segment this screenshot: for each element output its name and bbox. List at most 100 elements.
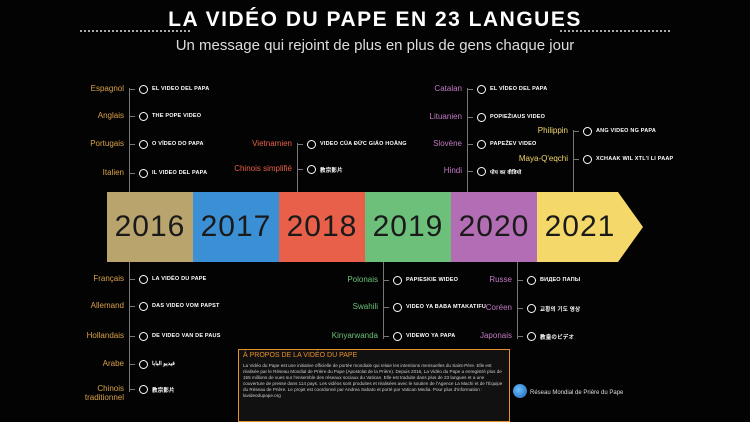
- connector-line: [129, 262, 130, 392]
- logo-text: O VÍDEO DO PAPA: [152, 141, 204, 147]
- connector-line: [517, 262, 518, 339]
- language-label: Allemand: [90, 301, 124, 310]
- connector-line: [467, 88, 468, 192]
- logo-icon: [139, 332, 148, 341]
- language-label: Kinyarwanda: [331, 331, 378, 340]
- logo-icon: [393, 303, 402, 312]
- logo-text: EL VIDEO DEL PAPA: [152, 86, 210, 92]
- title: LA VIDÉO DU PAPE EN 23 LANGUES: [168, 8, 582, 31]
- connector-tick: [517, 280, 523, 281]
- connector-line: [297, 143, 298, 192]
- logo-icon: [139, 360, 148, 369]
- logo-icon: [139, 85, 148, 94]
- year-label: 2020: [458, 210, 530, 243]
- logo-icon: [527, 304, 536, 313]
- logo-text: DAS VIDEO VOM PAPST: [152, 303, 220, 309]
- logo-icon: [527, 332, 536, 341]
- connector-tick: [467, 144, 473, 145]
- logo-icon: [477, 140, 486, 149]
- subtitle: Un message qui rejoint de plus en plus d…: [175, 37, 575, 54]
- logo-icon: [307, 165, 316, 174]
- logo-text: VIDEO CỦA ĐỨC GIÁO HOÀNG: [320, 141, 407, 147]
- logo-text: 教皇のビデオ: [540, 335, 575, 341]
- about-title: À PROPOS DE LA VIDÉO DU PAPE: [243, 352, 358, 359]
- logo-text: LA VIDÉO DU PAPE: [152, 276, 207, 282]
- connector-tick: [129, 306, 135, 307]
- year-label: 2018: [286, 210, 358, 243]
- logo-text: POPIEŽIAUS VIDEO: [490, 114, 546, 120]
- logo-text: 教宗影片: [152, 388, 175, 394]
- language-label: Arabe: [102, 359, 124, 368]
- connector-tick: [129, 364, 135, 365]
- logo-text: 교황의 기도 영상: [540, 307, 581, 313]
- logo-text: PAPIESKIE WIDEO: [406, 277, 459, 283]
- language-label: Philippin: [537, 126, 568, 135]
- language-label: Catalan: [434, 84, 462, 93]
- logo-icon: [477, 113, 486, 122]
- connector-tick: [467, 117, 473, 118]
- logo-text: ВИДЕО ПАПЫ: [540, 277, 581, 283]
- logo-text: ANG VIDEO NG PAPA: [596, 128, 657, 134]
- connector-tick: [129, 279, 135, 280]
- connector-tick: [383, 336, 389, 337]
- logo-text: PAPEŽEV VIDEO: [490, 141, 537, 147]
- language-label: Italien: [102, 168, 124, 177]
- year-segment: [279, 192, 365, 262]
- logo-text: VIDEWO YA PAPA: [406, 333, 456, 339]
- connector-tick: [573, 131, 579, 132]
- language-label: Swahili: [352, 302, 378, 311]
- logo-icon: [139, 112, 148, 121]
- dotted-rule: [560, 30, 670, 32]
- logo-icon: [477, 167, 486, 176]
- logo-text: VIDEO YA BABA MTAKATIFU: [406, 304, 487, 310]
- language-label: Russe: [489, 275, 512, 284]
- language-label: Espagnol: [90, 84, 124, 93]
- logo-icon: [139, 385, 148, 394]
- connector-tick: [517, 308, 523, 309]
- year-segment: [107, 192, 193, 262]
- logo-text: IL VIDEO DEL PAPA: [152, 170, 208, 176]
- logo-text: DE VIDEO VAN DE PAUS: [152, 333, 221, 339]
- logo-text: XCHAAK WIL XTL'I LI PAAP: [596, 156, 674, 162]
- year-label: 2017: [200, 210, 272, 243]
- logo-icon: [527, 276, 536, 285]
- language-label: Vietnamien: [252, 139, 292, 148]
- language-label: Slovène: [433, 139, 462, 148]
- dotted-rule: [80, 30, 190, 32]
- year-segment: [365, 192, 451, 262]
- language-label: Polonais: [347, 275, 378, 284]
- year-segment: [451, 192, 537, 262]
- logo-text: पोप का वीडियो: [490, 170, 522, 176]
- year-label: 2019: [372, 210, 444, 243]
- language-label: Portugais: [90, 139, 124, 148]
- connector-tick: [129, 173, 135, 174]
- language-label: Maya-Q'eqchi: [518, 154, 568, 163]
- connector-tick: [129, 389, 135, 390]
- logo-icon: [139, 275, 148, 284]
- logo-icon: [139, 140, 148, 149]
- connector-tick: [383, 307, 389, 308]
- logo-icon: [477, 85, 486, 94]
- connector-tick: [573, 159, 579, 160]
- year-segment: [537, 192, 643, 262]
- logo-icon: [393, 332, 402, 341]
- logo-icon: [139, 302, 148, 311]
- logo-text: EL VÍDEO DEL PAPA: [490, 86, 548, 92]
- logo-icon: [583, 127, 592, 136]
- language-label: Anglais: [97, 111, 124, 120]
- connector-tick: [297, 169, 303, 170]
- connector-line: [129, 88, 130, 192]
- about-box: À PROPOS DE LA VIDÉO DU PAPE La Vidéo du…: [238, 349, 510, 422]
- logo-icon: [583, 155, 592, 164]
- connector-tick: [467, 89, 473, 90]
- logo-icon: [139, 169, 148, 178]
- language-label: Lituanien: [429, 112, 462, 121]
- connector-tick: [297, 144, 303, 145]
- connector-tick: [129, 116, 135, 117]
- connector-tick: [383, 280, 389, 281]
- logo-text: 教宗影片: [320, 168, 343, 174]
- connector-line: [573, 130, 574, 192]
- logo-text: THE POPE VIDEO: [152, 113, 202, 119]
